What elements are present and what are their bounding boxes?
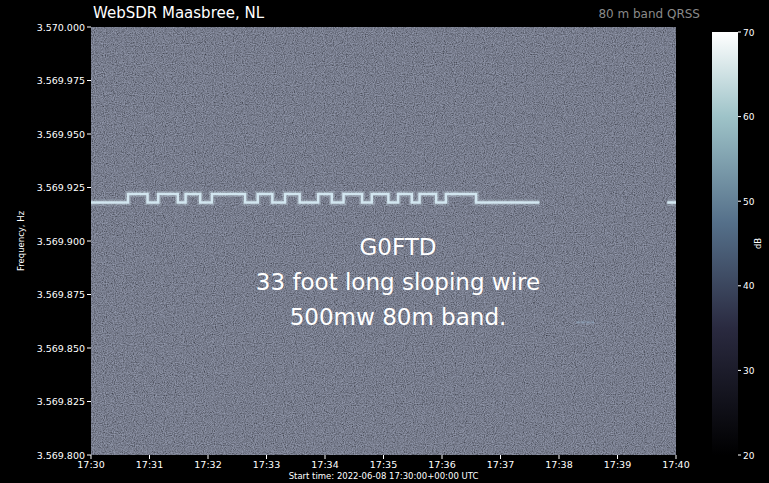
y-tick <box>87 80 91 81</box>
colorbar-tick-label: 70 <box>743 28 755 38</box>
colorbar-tick <box>738 370 741 371</box>
y-tick <box>87 348 91 349</box>
y-tick-label: 3.569.900 <box>37 236 85 247</box>
x-tick-label: 17:31 <box>136 459 163 470</box>
x-tick-label: 17:32 <box>194 459 221 470</box>
figure-background <box>0 0 769 483</box>
colorbar <box>712 32 738 455</box>
colorbar-tick-label: 60 <box>743 112 755 122</box>
title: WebSDR Maasbree, NL <box>93 4 265 22</box>
y-tick-label: 3.570.000 <box>37 22 85 33</box>
colorbar-tick <box>738 116 741 117</box>
y-tick-label: 3.569.825 <box>37 396 85 407</box>
y-tick-label: 3.569.950 <box>37 129 85 140</box>
signal-glow <box>577 321 595 324</box>
y-tick <box>87 187 91 188</box>
colorbar-tick-label: 20 <box>743 451 755 461</box>
subtitle: 80 m band QRSS <box>598 7 700 21</box>
y-tick <box>87 27 91 28</box>
x-tick-label: 17:40 <box>662 459 689 470</box>
colorbar-tick-label: 50 <box>743 197 755 207</box>
colorbar-label: dB <box>753 238 763 249</box>
noise-texture <box>91 27 676 455</box>
x-tick-label: 17:36 <box>428 459 455 470</box>
signal-trace <box>91 194 676 203</box>
colorbar-tick <box>738 455 741 456</box>
y-tick <box>87 134 91 135</box>
plot-background <box>91 27 676 455</box>
y-tick <box>87 241 91 242</box>
colorbar-tick-label: 30 <box>743 366 755 376</box>
signal-trace <box>577 321 595 323</box>
annotation: 33 foot long sloping wire <box>256 269 540 295</box>
x-tick-label: 17:34 <box>311 459 338 470</box>
y-tick <box>87 294 91 295</box>
colorbar-tick <box>738 201 741 202</box>
x-tick-label: 17:33 <box>253 459 280 470</box>
annotation: G0FTD <box>359 234 436 260</box>
y-tick <box>87 455 91 456</box>
y-tick-label: 3.569.925 <box>37 182 85 193</box>
colorbar-tick <box>738 285 741 286</box>
x-tick-label: 17:38 <box>545 459 572 470</box>
x-axis-title: Start time: 2022-06-08 17:30:00+00:00 UT… <box>289 471 479 481</box>
annotation: 500mw 80m band. <box>290 304 507 330</box>
x-tick-label: 17:37 <box>487 459 514 470</box>
colorbar-tick <box>738 32 741 33</box>
y-tick-label: 3.569.975 <box>37 75 85 86</box>
x-tick-label: 17:30 <box>77 459 104 470</box>
x-tick-label: 17:39 <box>604 459 631 470</box>
y-tick <box>87 401 91 402</box>
y-tick-label: 3.569.850 <box>37 343 85 354</box>
signal-glow <box>91 194 676 203</box>
x-tick-label: 17:35 <box>370 459 397 470</box>
colorbar-tick-label: 40 <box>743 281 755 291</box>
y-axis-title: Frequency, Hz <box>16 210 26 271</box>
y-tick-label: 3.569.875 <box>37 289 85 300</box>
chart: 3.569.8003.569.8253.569.8503.569.8753.56… <box>0 0 769 483</box>
